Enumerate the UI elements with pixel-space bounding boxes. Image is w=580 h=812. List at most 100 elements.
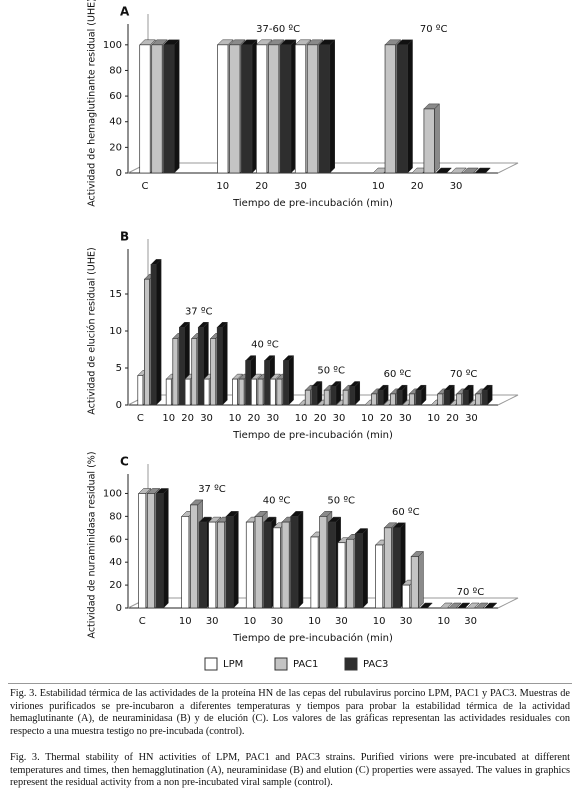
x-tick-label: 30 [335,616,348,627]
group-label: 70 ºC [457,587,485,598]
y-tick-label: 80 [109,65,122,76]
x-tick-label: 30 [206,616,219,627]
bar [319,516,328,609]
bar [225,516,234,609]
bar [290,516,299,609]
x-tick-label: 20 [247,413,260,424]
y-tick-label: 40 [109,117,122,128]
caption-spanish: Fig. 3. Estabilidad térmica de las activ… [10,688,570,737]
bar-side [222,321,228,406]
legend-label: LPM [223,659,243,670]
bar [276,378,283,406]
bar [375,544,384,609]
bar-side [329,39,335,174]
panel-label: B [120,230,129,244]
group-label: 70 ºC [420,24,448,35]
bar [245,521,254,609]
bar [310,536,319,609]
bar [197,326,204,406]
x-tick-label: 20 [411,181,424,192]
bar [280,44,292,174]
bar [269,378,276,406]
x-tick-label: 10 [372,181,385,192]
group-label: 60 ºC [392,507,420,518]
legend-label: PAC3 [363,659,388,670]
x-tick-label: 30 [333,413,346,424]
bar [254,516,263,609]
x-tick-label: 10 [308,616,321,627]
group-label: 37 ºC [198,484,226,495]
x-tick-label: 30 [450,181,463,192]
bar [349,386,356,406]
y-tick-label: 80 [109,511,122,522]
bar [238,378,245,406]
bar [318,44,331,174]
bar-top [439,602,453,609]
bar [330,386,337,406]
bar [210,338,217,406]
bar-side [173,39,180,174]
x-tick-label: 10 [162,413,175,424]
y-axis-label: Actividad de hemaglutinante residual (UH… [87,0,98,207]
bar [396,389,403,406]
bar [371,393,377,406]
bar [138,493,147,609]
y-tick-label: 0 [116,400,122,411]
x-tick-label: 10 [437,616,450,627]
x-tick-label: 30 [464,616,477,627]
bar-top [450,167,467,174]
bar [216,326,223,406]
bar [272,527,281,609]
x-axis-label: Tiempo de pre-incubación (min) [232,429,393,441]
bar [172,338,179,406]
bar [241,44,253,174]
y-axis-label: Actividad de nuraminidasa residual (%) [87,451,98,638]
y-tick-label: 60 [109,91,122,102]
bar-top [475,602,489,609]
bar-top [435,167,453,174]
group-label: 70 ºC [450,369,478,380]
x-tick-label: 30 [465,413,478,424]
bar [415,389,422,406]
bar [137,375,144,406]
bar [437,393,444,406]
bar [245,360,252,406]
x-tick-label: 30 [200,413,213,424]
legend-swatch [274,657,288,671]
bar-top [474,167,491,174]
bar-top [466,602,480,609]
x-tick-label: 10 [216,181,229,192]
group-label: 50 ºC [317,366,345,377]
bar [383,527,392,609]
bar [216,521,225,609]
bar [257,378,264,406]
bar [184,378,191,406]
x-tick-label: C [141,181,148,192]
x-tick-label: 30 [270,616,283,627]
bar [328,521,337,609]
x-tick-label: 30 [399,413,412,424]
y-tick-label: 10 [109,326,122,337]
bar [179,326,185,406]
x-tick-label: 10 [427,413,440,424]
bar [354,533,363,609]
figure: A Actividad de hemaglutinante residual (U… [87,0,519,671]
group-label: 37-60 ºC [256,24,300,35]
x-tick-label: 30 [400,616,413,627]
bar [462,389,469,406]
x-tick-label: 30 [266,413,279,424]
x-axis-label: Tiempo de pre-incubación (min) [232,632,393,644]
x-tick-label: 20 [380,413,393,424]
bar [346,538,355,609]
bar-side [407,39,413,174]
bar [155,493,164,609]
bar [456,393,463,406]
y-axis-label: Actividad de elución residual (UHE) [87,247,98,414]
bar [208,521,217,609]
bar-side [297,510,304,609]
x-tick-label: C [137,413,144,424]
y-tick-label: 40 [109,557,122,568]
y-tick-label: 20 [109,580,122,591]
x-tick-label: 10 [229,413,242,424]
